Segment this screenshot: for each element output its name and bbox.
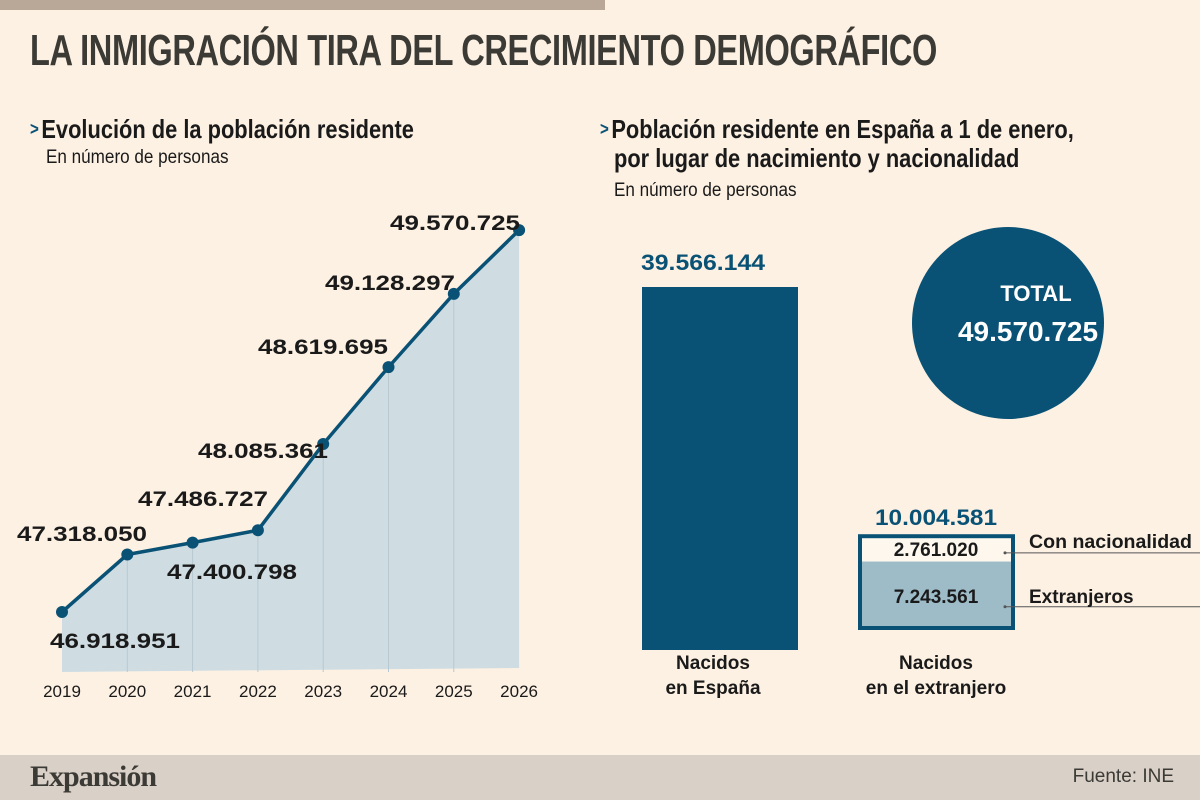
top-bar bbox=[0, 0, 605, 10]
data-point-2025 bbox=[447, 287, 460, 300]
page-title: LA INMIGRACIÓN TIRA DEL CRECIMIENTO DEMO… bbox=[30, 26, 937, 75]
data-label: 49.570.725 bbox=[390, 212, 520, 235]
bar-nacidos-espana bbox=[642, 287, 798, 650]
chevron-right-icon: > bbox=[600, 119, 609, 139]
source-note: Fuente: INE bbox=[1072, 766, 1174, 787]
segment-label: 2.761.020 bbox=[894, 540, 979, 561]
bar-chart-title: >Población residente en España a 1 de en… bbox=[600, 114, 1074, 144]
data-label: 47.400.798 bbox=[167, 561, 297, 584]
series-line bbox=[60, 228, 521, 614]
category-label: Nacidos bbox=[899, 653, 973, 674]
line-chart-title-text: Evolución de la población residente bbox=[41, 114, 414, 144]
total-value: 49.570.725 bbox=[958, 316, 1098, 347]
line-chart-title: >Evolución de la población residente bbox=[30, 114, 414, 144]
data-point-2023 bbox=[317, 438, 330, 451]
bar-chart-title-line2: por lugar de nacimiento y nacionalidad bbox=[614, 143, 1020, 173]
legend-extranjeros: Extranjeros bbox=[1029, 587, 1134, 608]
x-tick-label: 2022 bbox=[239, 682, 277, 701]
leader-dot bbox=[1003, 551, 1007, 555]
data-label: 47.318.050 bbox=[17, 523, 147, 546]
leader-dot bbox=[1003, 605, 1007, 609]
bar-chart-title-line1: Población residente en España a 1 de ene… bbox=[611, 114, 1074, 144]
line-chart-subtitle: En número de personas bbox=[46, 147, 229, 168]
segment-label: 7.243.561 bbox=[894, 587, 979, 608]
x-tick-label: 2019 bbox=[43, 682, 81, 701]
chevron-right-icon: > bbox=[30, 119, 39, 139]
data-label: 48.085.361 bbox=[198, 440, 328, 463]
total-circle bbox=[912, 227, 1104, 419]
x-tick-label: 2026 bbox=[500, 682, 538, 701]
data-point-2019 bbox=[56, 606, 68, 618]
data-point-2024 bbox=[382, 361, 395, 374]
data-point-2026 bbox=[513, 224, 526, 237]
x-tick-label: 2020 bbox=[108, 682, 146, 701]
data-label: 46.918.951 bbox=[50, 630, 180, 653]
x-tick-label: 2025 bbox=[435, 682, 473, 701]
legend-con-nacionalidad: Con nacionalidad bbox=[1029, 532, 1192, 553]
bar-value-label: 39.566.144 bbox=[641, 250, 766, 275]
data-point-2020 bbox=[121, 548, 134, 561]
bar-nacidos-extranjero-outline bbox=[858, 534, 1015, 631]
data-label: 49.128.297 bbox=[325, 272, 455, 295]
total-label: TOTAL bbox=[1000, 281, 1071, 306]
data-point-2021 bbox=[186, 536, 199, 549]
x-tick-label: 2021 bbox=[174, 682, 212, 701]
footer bbox=[0, 755, 1200, 800]
data-label: 47.486.727 bbox=[138, 488, 268, 511]
data-point-2022 bbox=[251, 524, 264, 537]
area-fill bbox=[62, 230, 520, 673]
category-label: Nacidos bbox=[676, 653, 750, 674]
x-tick-label: 2023 bbox=[304, 682, 342, 701]
category-label: en el extranjero bbox=[866, 678, 1006, 699]
category-label: en España bbox=[665, 678, 760, 699]
bar-chart-subtitle: En número de personas bbox=[614, 180, 797, 201]
x-tick-label: 2024 bbox=[370, 682, 408, 701]
expansion-logo: Expansión bbox=[30, 760, 157, 793]
data-label: 48.619.695 bbox=[258, 336, 388, 359]
bar-segment-con-nacionalidad bbox=[860, 536, 1013, 562]
bar-value-label: 10.004.581 bbox=[875, 505, 997, 530]
